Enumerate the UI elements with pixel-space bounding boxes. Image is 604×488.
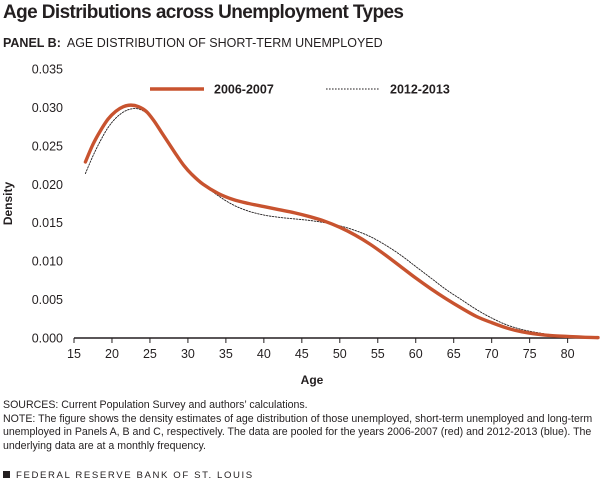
x-axis-label: Age	[301, 373, 324, 387]
x-tick-label: 65	[447, 347, 461, 361]
x-tick-label: 60	[409, 347, 423, 361]
x-tick-label: 45	[295, 347, 309, 361]
x-tick-label: 15	[67, 347, 81, 361]
y-tick-label: 0.010	[32, 255, 63, 269]
legend: 2006-2007 2012-2013	[150, 83, 450, 97]
note-text: NOTE: The figure shows the density estim…	[3, 412, 593, 452]
x-tick-labels: 15 20 25 30 35 40 45 50 55 60 65 70 75 80	[67, 347, 575, 361]
square-bullet-icon	[3, 471, 10, 478]
sources-note: SOURCES: Current Population Survey and a…	[3, 399, 601, 453]
series-line-2012-2013	[84, 108, 599, 339]
x-tick-label: 70	[485, 347, 499, 361]
panel-subtitle: PANEL B: AGE DISTRIBUTION OF SHORT-TERM U…	[3, 36, 383, 50]
x-tick-label: 80	[561, 347, 575, 361]
x-tick-label: 20	[105, 347, 119, 361]
x-tick-label: 35	[219, 347, 233, 361]
y-tick-label: 0.030	[32, 101, 63, 115]
x-tick-label: 55	[371, 347, 385, 361]
density-line-chart: 0.000 0.005 0.010 0.015 0.020 0.025 0.030 0.035…	[1, 63, 600, 387]
panel-text: AGE DISTRIBUTION OF SHORT-TERM UNEMPLOYE…	[66, 36, 383, 50]
y-tick-label: 0.000	[32, 332, 63, 346]
y-tick-label: 0.035	[32, 63, 63, 77]
chart-title: Age Distributions across Unemployment Ty…	[3, 2, 404, 23]
x-tick-label: 50	[333, 347, 347, 361]
footer-text: FEDERAL RESERVE BANK OF ST. LOUIS	[16, 470, 254, 481]
y-tick-labels: 0.000 0.005 0.010 0.015 0.020 0.025 0.030 0.035	[32, 63, 63, 346]
sources-line: SOURCES: Current Population Survey and a…	[3, 399, 308, 411]
x-tick-label: 75	[523, 347, 537, 361]
footer: FEDERAL RESERVE BANK OF ST. LOUIS	[3, 470, 254, 481]
legend-label: 2012-2013	[390, 83, 450, 97]
y-tick-label: 0.015	[32, 216, 63, 230]
series-layer	[83, 103, 600, 340]
series-line-2006-2007	[83, 103, 600, 340]
y-tick-label: 0.005	[32, 293, 63, 307]
x-tick-label: 25	[143, 347, 157, 361]
y-tick-label: 0.020	[32, 178, 63, 192]
y-tick-label: 0.025	[32, 139, 63, 153]
axis-ticks	[73, 338, 569, 343]
legend-label: 2006-2007	[214, 83, 274, 97]
x-tick-label: 30	[181, 347, 195, 361]
y-axis-label: Density	[1, 182, 15, 226]
x-tick-label: 40	[257, 347, 271, 361]
panel-label: PANEL B:	[3, 36, 61, 50]
